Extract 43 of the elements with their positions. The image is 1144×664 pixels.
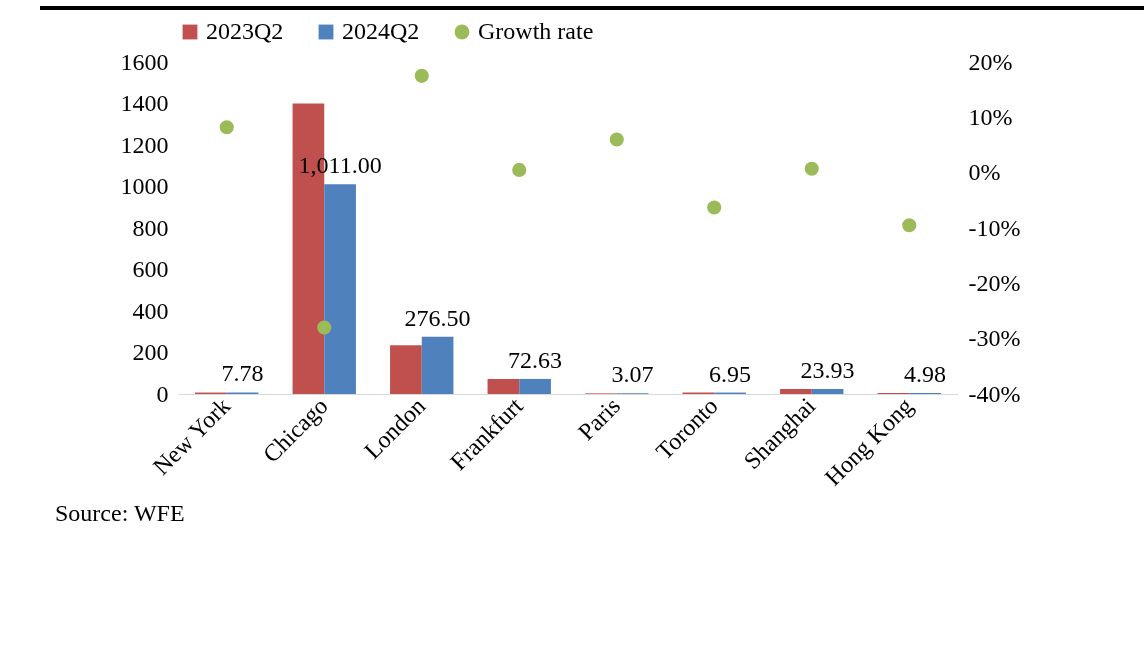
legend-label: 2024Q2: [342, 18, 420, 44]
point: [902, 218, 917, 233]
bar: [421, 336, 454, 394]
bar: [811, 389, 844, 394]
data-label: 4.98: [904, 360, 947, 387]
point: [219, 120, 234, 135]
y-tick-label: 0: [156, 380, 169, 407]
y-tick-label: 600: [132, 256, 169, 282]
point: [707, 200, 722, 215]
y2-tick-label: -10%: [968, 214, 1021, 241]
data-label: 23.93: [800, 357, 855, 384]
legend-label: 2023Q2: [206, 18, 284, 44]
y-tick-label: 200: [132, 339, 169, 365]
y-tick-label: 400: [132, 297, 169, 324]
bar: [390, 345, 422, 394]
bar: [519, 378, 551, 394]
point: [609, 132, 624, 147]
y2-tick-label: -20%: [968, 269, 1021, 296]
data-label: 6.95: [709, 360, 752, 387]
source-note: Source: WFE: [55, 500, 186, 527]
y2-tick-label: 0%: [968, 159, 1001, 186]
y-tick-label: 1000: [120, 173, 169, 199]
y2-tick-label: 20%: [968, 48, 1013, 75]
point: [512, 162, 527, 177]
data-label: 7.78: [221, 360, 264, 387]
point: [804, 161, 819, 176]
y-tick-label: 1200: [120, 131, 169, 158]
legend-label: Growth rate: [478, 18, 594, 44]
y2-tick-label: -30%: [968, 325, 1021, 352]
y2-tick-label: 10%: [968, 103, 1013, 130]
data-label: 72.63: [508, 346, 563, 373]
bar: [780, 389, 812, 394]
point: [414, 68, 429, 83]
y-tick-label: 1600: [120, 48, 169, 75]
y-tick-label: 800: [132, 214, 169, 241]
x-tick-label: Paris: [572, 392, 626, 445]
y2-tick-label: -40%: [968, 380, 1021, 407]
point: [317, 320, 332, 335]
data-label: 276.50: [404, 304, 471, 331]
y-tick-label: 1400: [120, 90, 169, 116]
bar: [324, 184, 356, 394]
data-label: 3.07: [611, 361, 654, 388]
bar: [487, 379, 520, 394]
